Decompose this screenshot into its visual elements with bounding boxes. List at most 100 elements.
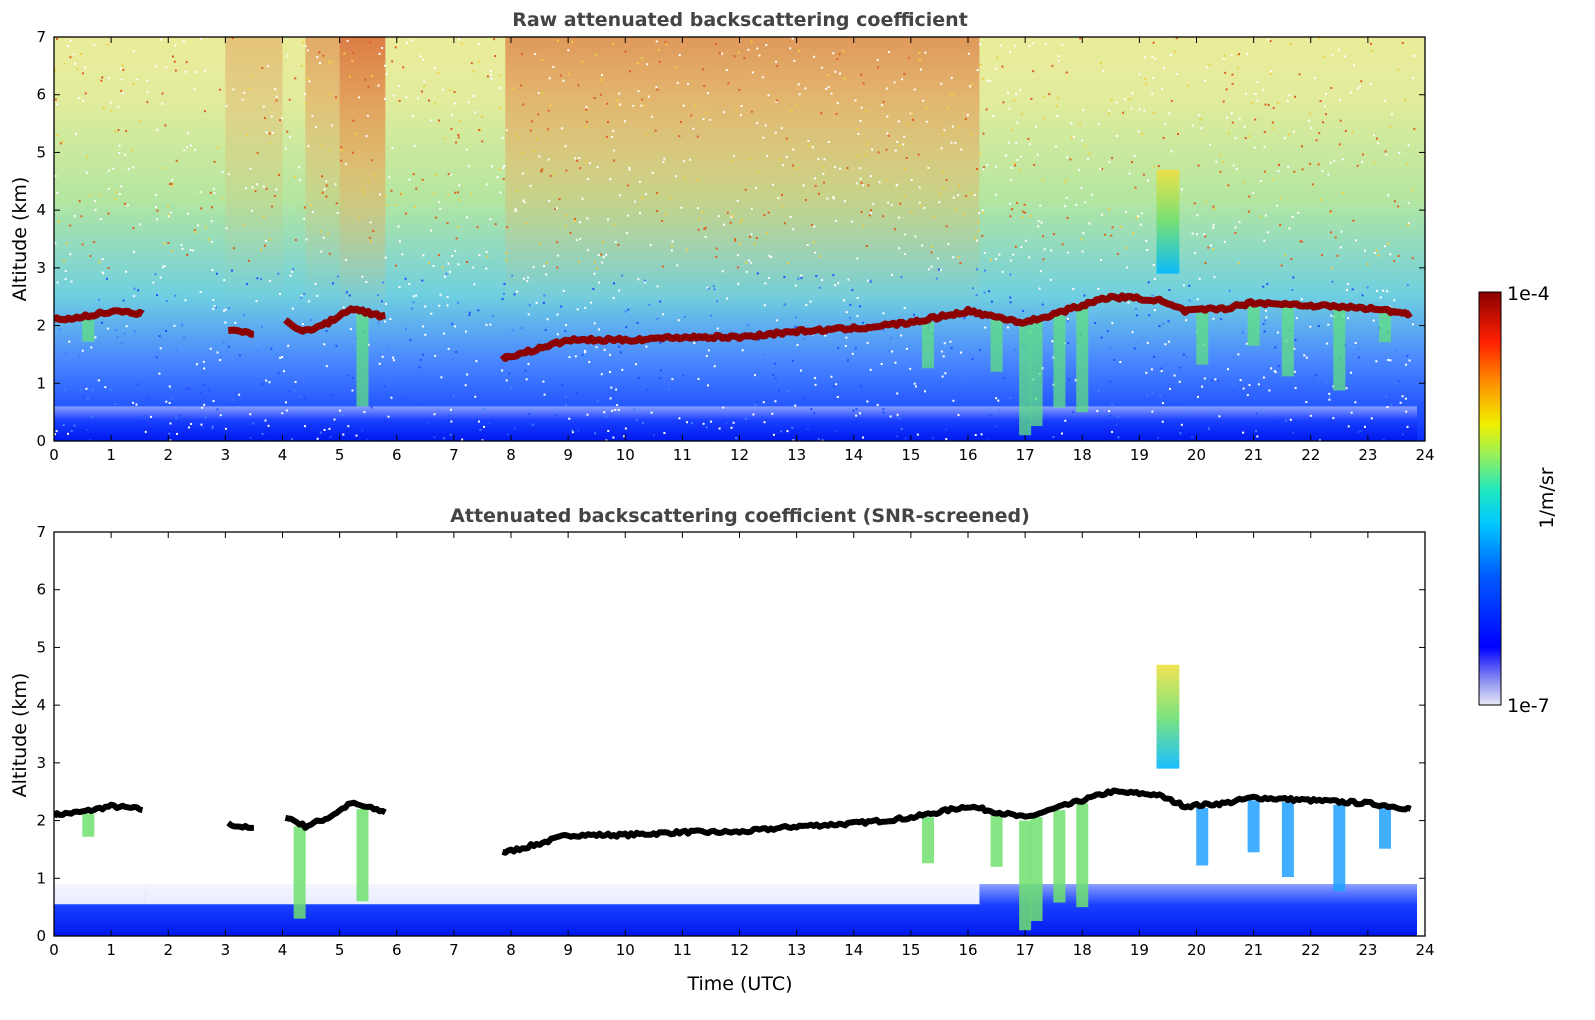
raw-noise-speckle: [861, 369, 864, 372]
raw-noise-speckle: [780, 430, 783, 433]
raw-noise-speckle: [339, 409, 342, 412]
raw-noise-speckle: [136, 78, 139, 81]
raw-noise-speckle: [593, 272, 596, 275]
raw-noise-speckle: [558, 198, 561, 201]
raw-noise-speckle: [792, 439, 795, 441]
raw-noise-speckle: [855, 408, 858, 411]
raw-noise-speckle: [1262, 88, 1265, 91]
raw-noise-speckle: [682, 374, 685, 377]
raw-noise-speckle: [1340, 230, 1343, 233]
raw-noise-speckle: [556, 254, 559, 257]
raw-noise-speckle: [527, 276, 530, 279]
raw-noise-speckle: [1196, 233, 1199, 236]
raw-noise-speckle: [1384, 245, 1387, 248]
raw-noise-speckle: [219, 414, 222, 417]
raw-noise-speckle: [547, 109, 550, 112]
raw-noise-speckle: [1015, 93, 1018, 96]
raw-noise-speckle: [275, 188, 278, 191]
raw-noise-speckle: [763, 421, 766, 424]
raw-noise-speckle: [152, 281, 155, 284]
raw-noise-speckle: [940, 350, 943, 353]
raw-noise-speckle: [1179, 432, 1182, 435]
raw-noise-speckle: [1329, 161, 1332, 164]
raw-noise-speckle: [709, 118, 712, 121]
raw-noise-speckle: [1200, 127, 1203, 130]
raw-noise-speckle: [674, 66, 677, 69]
raw-noise-speckle: [1270, 70, 1273, 73]
raw-noise-speckle: [696, 207, 699, 210]
raw-noise-speckle: [520, 84, 523, 87]
raw-noise-speckle: [1321, 121, 1324, 124]
raw-noise-speckle: [1054, 145, 1057, 148]
raw-noise-speckle: [486, 75, 489, 78]
raw-noise-speckle: [1111, 322, 1114, 325]
raw-heatmap: [54, 37, 1425, 441]
raw-noise-speckle: [449, 173, 452, 176]
raw-noise-speckle: [1215, 160, 1218, 163]
raw-noise-speckle: [1231, 82, 1234, 85]
raw-noise-speckle: [860, 73, 863, 76]
raw-noise-speckle: [1334, 236, 1337, 239]
raw-noise-speckle: [1301, 168, 1304, 171]
raw-noise-speckle: [330, 394, 333, 397]
raw-noise-speckle: [137, 370, 140, 373]
raw-noise-speckle: [980, 433, 983, 436]
raw-noise-speckle: [1326, 342, 1329, 345]
raw-noise-speckle: [167, 215, 170, 218]
raw-noise-speckle: [367, 343, 370, 346]
raw-noise-speckle: [1237, 262, 1240, 265]
raw-noise-speckle: [457, 133, 460, 136]
raw-noise-speckle: [101, 76, 104, 79]
raw-noise-speckle: [1320, 253, 1323, 256]
raw-noise-speckle: [381, 355, 384, 358]
raw-noise-speckle: [526, 280, 529, 283]
x-tick-label: 23: [1358, 446, 1377, 464]
raw-noise-speckle: [461, 438, 464, 441]
snr-virga-streak: [922, 817, 935, 864]
raw-noise-speckle: [288, 390, 291, 393]
raw-noise-speckle: [77, 354, 80, 357]
y-tick-label: 7: [36, 28, 46, 46]
raw-noise-speckle: [61, 140, 64, 143]
raw-noise-speckle: [100, 79, 103, 82]
raw-noise-speckle: [932, 437, 935, 440]
raw-noise-speckle: [882, 215, 885, 218]
raw-noise-speckle: [772, 373, 775, 376]
y-tick-label: 7: [36, 523, 46, 541]
raw-noise-speckle: [524, 369, 527, 372]
raw-noise-speckle: [1364, 400, 1367, 403]
raw-noise-speckle: [662, 313, 665, 316]
raw-noise-speckle: [506, 226, 509, 229]
raw-noise-speckle: [592, 287, 595, 290]
raw-noise-speckle: [727, 82, 730, 85]
raw-noise-speckle: [1268, 389, 1271, 392]
raw-y-axis-label: Altitude (km): [9, 177, 31, 302]
raw-noise-speckle: [1048, 93, 1051, 96]
x-tick-label: 1: [106, 446, 116, 464]
raw-noise-speckle: [1052, 233, 1055, 236]
raw-noise-speckle: [1060, 432, 1063, 435]
raw-noise-speckle: [988, 290, 991, 293]
raw-noise-speckle: [813, 411, 816, 414]
raw-noise-speckle: [1309, 112, 1312, 115]
raw-noise-speckle: [1271, 121, 1274, 124]
raw-noise-speckle: [472, 95, 475, 98]
raw-noise-speckle: [1353, 64, 1356, 67]
raw-noise-speckle: [989, 413, 992, 416]
raw-noise-speckle: [268, 142, 271, 145]
raw-noise-speckle: [1109, 414, 1112, 417]
raw-noise-speckle: [528, 304, 531, 307]
raw-noise-speckle: [858, 167, 861, 170]
raw-noise-speckle: [1212, 205, 1215, 208]
raw-noise-speckle: [1254, 118, 1257, 121]
raw-noise-speckle: [984, 326, 987, 329]
raw-noise-speckle: [605, 439, 608, 441]
raw-noise-speckle: [1259, 215, 1262, 218]
raw-noise-speckle: [1023, 203, 1026, 206]
raw-noise-speckle: [705, 111, 708, 114]
raw-noise-speckle: [1109, 380, 1112, 383]
raw-noise-speckle: [1044, 42, 1047, 45]
raw-noise-speckle: [739, 221, 742, 224]
raw-noise-speckle: [1411, 257, 1414, 260]
raw-noise-speckle: [995, 67, 998, 70]
